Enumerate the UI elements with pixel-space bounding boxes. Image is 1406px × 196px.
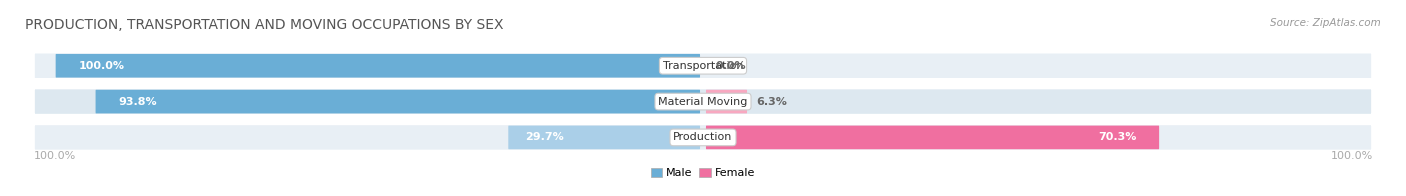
FancyBboxPatch shape: [34, 52, 1372, 80]
Text: 6.3%: 6.3%: [756, 97, 787, 107]
Text: Transportation: Transportation: [662, 61, 744, 71]
Text: 0.0%: 0.0%: [716, 61, 747, 71]
Text: 100.0%: 100.0%: [1330, 151, 1372, 161]
FancyBboxPatch shape: [34, 88, 1372, 116]
FancyBboxPatch shape: [34, 123, 1372, 151]
Legend: Male, Female: Male, Female: [647, 163, 759, 183]
Text: 100.0%: 100.0%: [34, 151, 76, 161]
Text: 70.3%: 70.3%: [1098, 132, 1136, 142]
Text: Production: Production: [673, 132, 733, 142]
Text: 29.7%: 29.7%: [524, 132, 564, 142]
Text: 93.8%: 93.8%: [118, 97, 157, 107]
FancyBboxPatch shape: [706, 90, 747, 113]
FancyBboxPatch shape: [509, 126, 700, 149]
FancyBboxPatch shape: [96, 90, 700, 113]
Text: Material Moving: Material Moving: [658, 97, 748, 107]
Text: Source: ZipAtlas.com: Source: ZipAtlas.com: [1270, 18, 1381, 28]
FancyBboxPatch shape: [56, 54, 700, 78]
Text: PRODUCTION, TRANSPORTATION AND MOVING OCCUPATIONS BY SEX: PRODUCTION, TRANSPORTATION AND MOVING OC…: [25, 18, 503, 32]
FancyBboxPatch shape: [706, 126, 1159, 149]
Text: 100.0%: 100.0%: [79, 61, 125, 71]
